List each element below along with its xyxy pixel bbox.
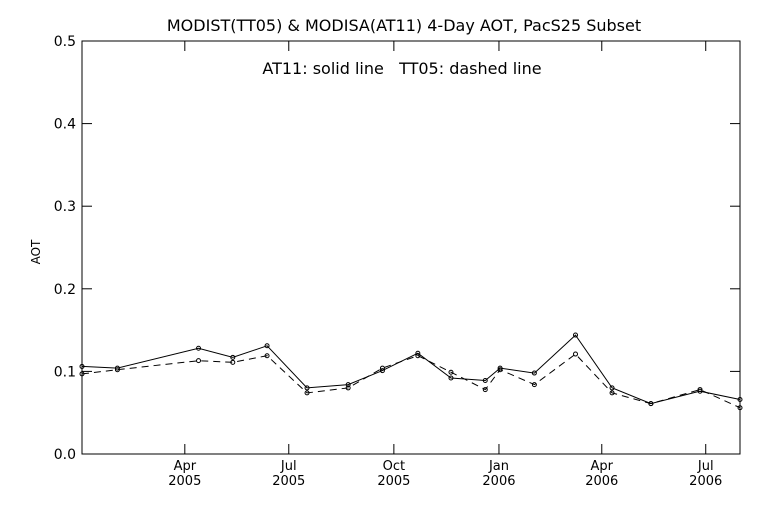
data-point-tt05 bbox=[196, 358, 202, 364]
x-tick-month-label: Jul bbox=[280, 459, 297, 474]
data-point-at11 bbox=[114, 365, 120, 371]
data-point-tt05 bbox=[79, 371, 85, 377]
data-point-at11 bbox=[531, 370, 537, 376]
x-tick-month-label: Apr bbox=[591, 459, 614, 474]
series-line-tt05 bbox=[81, 353, 741, 409]
data-point-tt05 bbox=[482, 387, 488, 393]
y-axis-ticks: 0.0 0.1 0.2 0.3 0.4 0.5 bbox=[54, 34, 740, 463]
x-tick-month-label: Jan bbox=[488, 459, 509, 474]
data-point-tt05 bbox=[304, 390, 310, 396]
data-point-at11 bbox=[196, 345, 202, 351]
y-tick-label: 0.0 bbox=[54, 447, 76, 463]
x-tick-month-label: Oct bbox=[383, 459, 405, 474]
x-axis-ticks: Apr2005Jul2005Oct2005Jan2006Apr2006Jul20… bbox=[168, 41, 722, 489]
x-tick-month-label: Jul bbox=[697, 459, 714, 474]
data-point-at11 bbox=[609, 385, 615, 391]
x-tick-year-label: 2005 bbox=[377, 474, 410, 489]
data-point-tt05 bbox=[648, 401, 654, 407]
data-point-tt05 bbox=[497, 367, 503, 373]
x-tick-year-label: 2006 bbox=[689, 474, 722, 489]
series-line-at11 bbox=[81, 334, 741, 405]
data-point-tt05 bbox=[531, 382, 537, 388]
x-tick-year-label: 2006 bbox=[482, 474, 515, 489]
data-point-at11 bbox=[573, 332, 578, 338]
y-tick-label: 0.1 bbox=[54, 364, 76, 380]
x-tick-year-label: 2005 bbox=[168, 474, 201, 489]
data-point-at11 bbox=[482, 377, 488, 383]
data-point-tt05 bbox=[345, 385, 351, 391]
data-point-tt05 bbox=[697, 387, 703, 393]
data-point-at11 bbox=[345, 382, 351, 388]
data-point-at11 bbox=[697, 388, 703, 394]
data-point-at11 bbox=[379, 368, 385, 374]
series-group bbox=[79, 332, 743, 411]
series-legend-annotation: AT11: solid line TT05: dashed line bbox=[262, 59, 541, 78]
x-tick-year-label: 2006 bbox=[585, 474, 618, 489]
data-point-tt05 bbox=[573, 351, 578, 357]
data-point-tt05 bbox=[448, 369, 454, 375]
data-point-tt05 bbox=[114, 367, 120, 373]
y-tick-label: 0.3 bbox=[54, 199, 76, 215]
x-tick-month-label: Apr bbox=[174, 459, 197, 474]
data-point-at11 bbox=[448, 375, 454, 381]
data-point-at11 bbox=[415, 350, 421, 356]
y-tick-label: 0.4 bbox=[54, 117, 76, 133]
plot-frame bbox=[81, 40, 741, 455]
data-point-at11 bbox=[230, 354, 236, 360]
y-axis-label: AOT bbox=[29, 239, 43, 264]
data-point-at11 bbox=[737, 396, 743, 402]
data-point-tt05 bbox=[415, 353, 421, 359]
data-point-at11 bbox=[304, 385, 310, 391]
data-point-at11 bbox=[264, 343, 270, 349]
data-point-tt05 bbox=[264, 353, 270, 359]
x-tick-year-label: 2005 bbox=[272, 474, 305, 489]
data-point-at11 bbox=[79, 363, 85, 369]
y-tick-label: 0.2 bbox=[54, 282, 76, 298]
data-point-tt05 bbox=[230, 359, 236, 365]
chart-title: MODIST(TT05) & MODISA(AT11) 4-Day AOT, P… bbox=[167, 16, 641, 35]
y-tick-label: 0.5 bbox=[54, 34, 76, 50]
data-point-tt05 bbox=[379, 365, 385, 371]
data-point-tt05 bbox=[609, 390, 615, 396]
data-point-tt05 bbox=[737, 405, 743, 411]
